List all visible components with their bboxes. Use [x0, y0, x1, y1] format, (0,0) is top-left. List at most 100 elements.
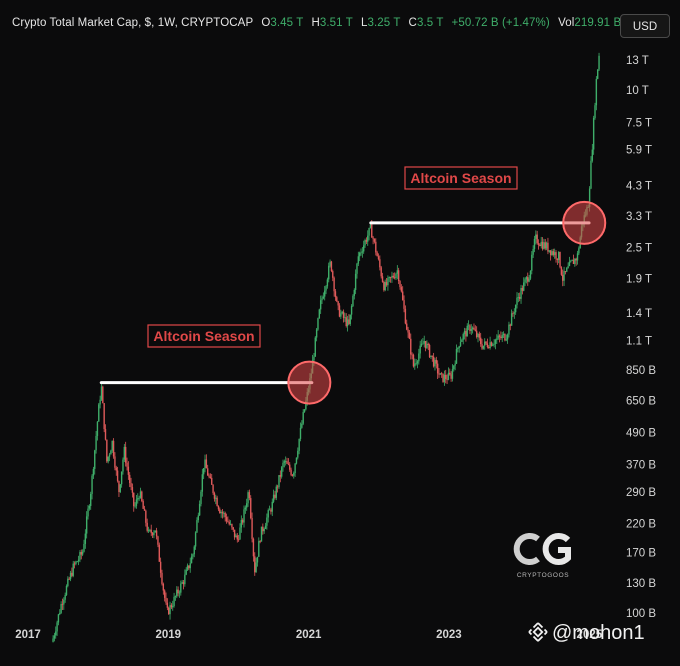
candle-body — [241, 519, 244, 523]
candle-body — [424, 340, 427, 348]
candle-body — [178, 592, 181, 594]
candle-body — [201, 474, 204, 492]
candle-body — [274, 494, 276, 498]
candle-body — [139, 491, 142, 498]
candle-body — [235, 535, 237, 538]
x-tick-label: 2019 — [155, 629, 181, 641]
candle-body — [172, 606, 174, 608]
candle-body — [438, 373, 440, 375]
candle-body — [279, 475, 282, 477]
candle-body — [204, 459, 206, 469]
candle-body — [512, 313, 514, 315]
candle-body — [539, 244, 541, 246]
candle-body — [216, 497, 218, 507]
currency-button[interactable]: USD — [620, 14, 670, 38]
candle-body — [285, 461, 287, 463]
candle-body — [543, 242, 545, 249]
candle-body — [544, 242, 546, 249]
candle-body — [485, 341, 487, 344]
candle-body — [79, 552, 81, 560]
candle-body — [442, 373, 444, 382]
candle-body — [504, 333, 506, 341]
candle-body — [459, 341, 462, 347]
candle-body — [324, 290, 326, 297]
candle-body — [155, 530, 158, 537]
candle-body — [332, 271, 334, 278]
candle-body — [574, 258, 576, 264]
candle-body — [399, 280, 401, 288]
candle-body — [461, 339, 463, 342]
close-value: 3.5 T — [416, 17, 444, 29]
candle-body — [169, 605, 171, 615]
candle-body — [369, 224, 372, 228]
candle-body — [594, 105, 596, 119]
candle-body — [212, 484, 214, 494]
low-label: L — [360, 17, 368, 29]
y-tick-label: 13 T — [626, 55, 649, 67]
candle-body — [420, 343, 423, 346]
candle-body — [159, 561, 162, 573]
candle-body — [578, 248, 580, 254]
candle-body — [57, 614, 60, 623]
candle-body — [122, 459, 124, 472]
candle-body — [572, 259, 575, 264]
y-tick-label: 650 B — [626, 395, 656, 407]
candle-body — [328, 265, 330, 280]
candle-body — [321, 298, 323, 301]
candle-body — [501, 335, 503, 339]
x-tick-label: 2025 — [577, 629, 603, 641]
y-tick-label: 4.3 T — [626, 181, 652, 193]
candle-body — [336, 297, 338, 302]
candle-body — [142, 501, 144, 509]
candle-body — [112, 440, 115, 457]
candle-body — [509, 324, 511, 326]
candle-body — [305, 400, 307, 410]
candle-body — [475, 330, 478, 337]
candle-body — [263, 528, 265, 532]
candle-body — [229, 524, 232, 525]
candle-body — [202, 468, 205, 475]
open-label: O — [261, 17, 271, 29]
candle-body — [146, 522, 148, 531]
candle-body — [299, 427, 302, 439]
y-tick-label: 170 B — [626, 548, 656, 560]
candle-body — [497, 335, 499, 339]
candle-body — [190, 556, 193, 564]
candle-body — [56, 622, 58, 632]
candle-body — [247, 492, 249, 504]
candle-body — [161, 572, 163, 584]
candle-body — [458, 346, 460, 349]
candle-body — [377, 256, 380, 260]
candle-body — [129, 474, 131, 484]
candle-body — [383, 281, 385, 291]
candle-body — [591, 149, 594, 161]
candle-body — [289, 464, 291, 470]
candle-body — [177, 589, 179, 594]
candle-body — [548, 250, 550, 252]
candle-body — [385, 282, 388, 286]
author-handle: @mohon1 — [552, 622, 645, 644]
candle-body — [439, 373, 442, 375]
candle-body — [532, 248, 534, 255]
candle-body — [484, 341, 486, 346]
candle-body — [67, 578, 69, 587]
candle-body — [418, 353, 420, 362]
candle-body — [76, 561, 78, 563]
candle-body — [232, 527, 234, 530]
candle-body — [251, 518, 253, 539]
candle-body — [294, 463, 296, 474]
candle-body — [243, 509, 245, 523]
candle-body — [239, 527, 241, 540]
candle-body — [384, 282, 386, 291]
candle-body — [453, 365, 455, 370]
candle-body — [410, 338, 412, 355]
breakout-circle — [562, 200, 607, 245]
candle-body — [408, 332, 411, 339]
candle-body — [412, 354, 415, 367]
candle-body — [154, 530, 156, 533]
candle-body — [451, 369, 454, 379]
candle-body — [215, 497, 217, 499]
candle-body — [87, 508, 89, 517]
cg-logo-icon — [513, 533, 571, 565]
